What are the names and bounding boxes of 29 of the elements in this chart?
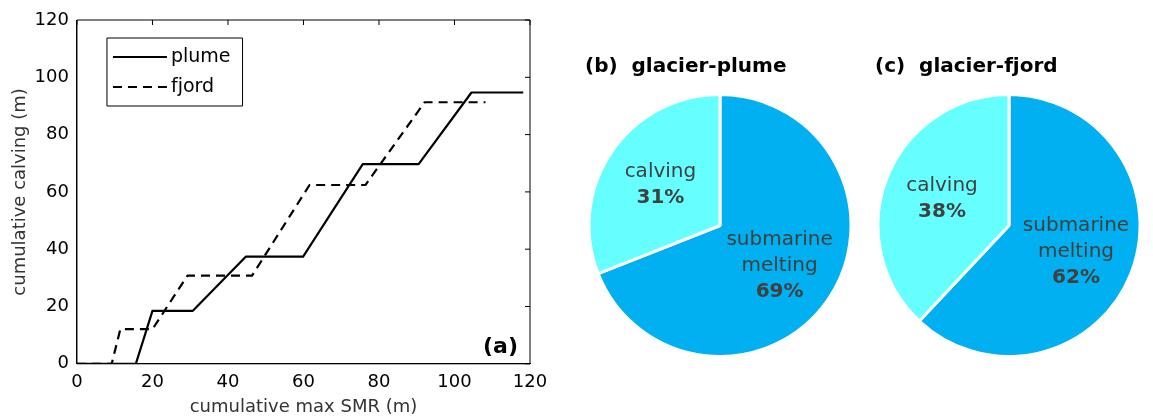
x-tick-label: 80 — [367, 370, 391, 392]
x-tick-label: 0 — [71, 370, 83, 392]
x-tick-label: 20 — [141, 370, 164, 392]
y-tick-label: 80 — [46, 122, 69, 144]
data-label: 69% — [755, 278, 804, 303]
slice-label: submarine melting — [1022, 212, 1130, 263]
data-label: 38% — [918, 198, 966, 223]
y-tick-label: 20 — [46, 294, 69, 316]
x-axis-title: cumulative max SMR (m) — [189, 394, 418, 416]
slice-label: submarine melting — [726, 226, 833, 277]
y-tick-label: 100 — [34, 64, 69, 86]
x-tick-label: 60 — [292, 370, 315, 392]
x-tick-label: 120 — [512, 370, 548, 392]
y-tick-label: 120 — [34, 7, 69, 29]
y-tick-label: 60 — [46, 179, 69, 201]
legend-label: fjord — [170, 73, 215, 96]
annotation: (a) — [483, 332, 518, 358]
y-tick-label: 40 — [46, 236, 69, 258]
x-tick-label: 100 — [437, 370, 472, 392]
data-label: 62% — [1052, 264, 1100, 289]
slice-label: calving — [624, 158, 697, 183]
data-label: 31% — [636, 184, 685, 209]
chart-title: (c) glacier-fjord — [875, 53, 1058, 78]
slice-label: calving — [906, 172, 978, 197]
legend-label: plume — [170, 43, 231, 66]
x-tick-label: 40 — [216, 370, 240, 392]
y-tick-label: 0 — [57, 351, 69, 373]
chart-title: (b) glacier-plume — [585, 53, 787, 78]
y-axis-title: cumulative calving (m) — [8, 88, 30, 296]
